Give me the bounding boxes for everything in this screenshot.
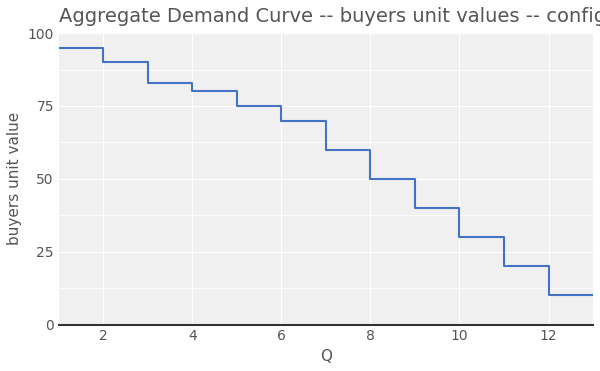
Y-axis label: buyers unit value: buyers unit value [7,112,22,246]
Text: Aggregate Demand Curve -- buyers unit values -- config1.json: Aggregate Demand Curve -- buyers unit va… [59,7,600,26]
X-axis label: Q: Q [320,349,332,364]
